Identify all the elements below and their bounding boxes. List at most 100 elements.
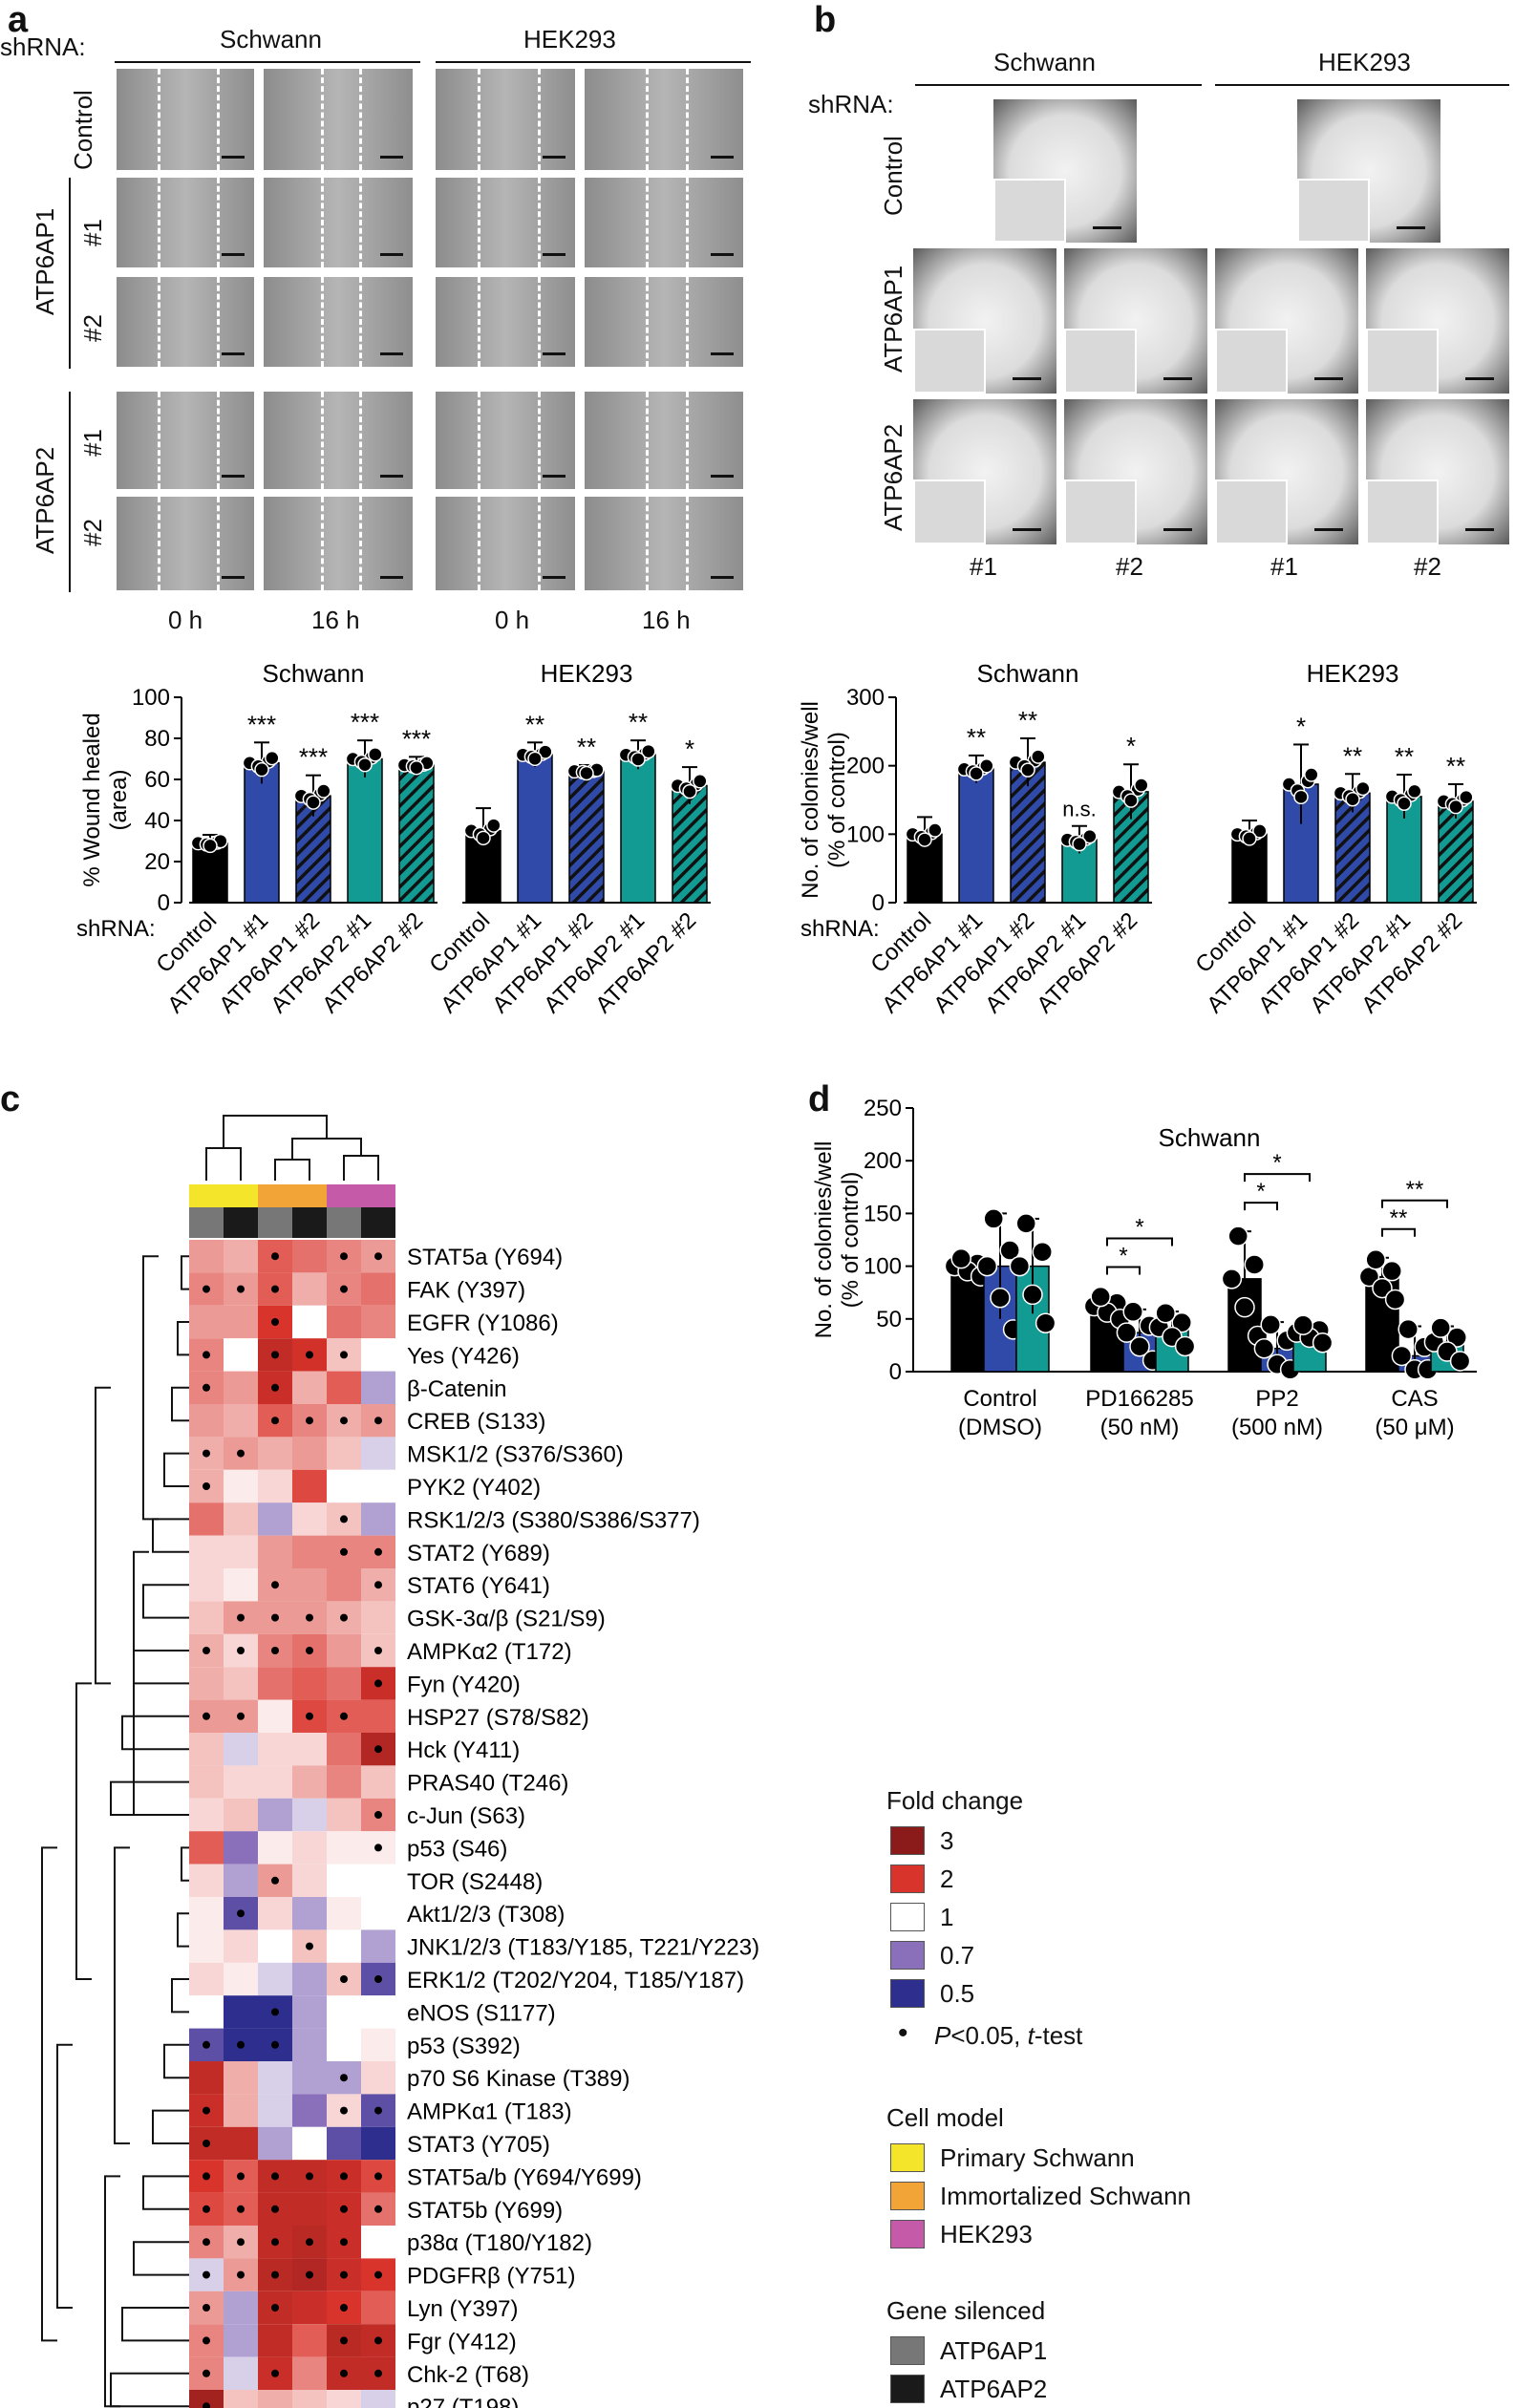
heatmap-row-label: Akt1/2/3 (T308) (407, 1902, 565, 1928)
wound-edge-line (686, 497, 689, 590)
heatmap-row-label: PRAS40 (T246) (407, 1771, 568, 1797)
significance-dot (237, 2040, 245, 2049)
data-point (1234, 1296, 1255, 1318)
panel-b-group-schwann: Schwann (993, 48, 1096, 76)
significance-dot (203, 1647, 210, 1654)
significance-dot (203, 1712, 210, 1720)
panel-b-row-control: Control (879, 136, 907, 216)
heatmap-cell (224, 1305, 258, 1339)
wound-micrograph (117, 178, 254, 267)
data-point (976, 1255, 998, 1277)
heatmap-cell (224, 1995, 258, 2029)
significance-bracket (1106, 1266, 1141, 1275)
group-title: HEK293 (541, 659, 633, 688)
panel-a-row-ap2-2: #2 (78, 519, 107, 546)
x-category-sublabel: (500 nM) (1231, 1415, 1323, 1440)
heatmap-row-label: Yes (Y426) (407, 1343, 520, 1369)
heatmap-cell (258, 2324, 292, 2357)
wound-micrograph (117, 69, 254, 170)
heatmap-cell (361, 1338, 395, 1372)
row-dendrogram-branch (142, 2175, 189, 2210)
significance-dot (271, 1581, 279, 1589)
data-point (630, 752, 646, 767)
panel-a-shrna-label: shRNA: (0, 32, 86, 61)
significance-dot (374, 1647, 382, 1654)
heatmap-cell (361, 2028, 395, 2061)
significance-bracket (1381, 1199, 1448, 1208)
heatmap-cell (189, 1240, 224, 1273)
y-axis-label-line: No. of colonies/well (811, 1141, 837, 1339)
wound-edge-line (478, 392, 480, 489)
scale-bar (380, 475, 403, 478)
wound-edge-line (158, 178, 160, 267)
data-point (1260, 1314, 1281, 1335)
heatmap-cell (327, 1371, 361, 1404)
panel-b-col-1: #1 (970, 552, 997, 581)
heatmap-cell (292, 1272, 327, 1306)
wound-edge-line (158, 497, 160, 590)
heatmap-cell (327, 1897, 361, 1930)
row-dendrogram-branch (121, 1715, 189, 1751)
scale-bar (222, 576, 245, 579)
significance-dot (374, 1252, 382, 1261)
panel-a-group-schwann: Schwann (220, 25, 322, 53)
heatmap-cell (224, 1733, 258, 1766)
data-point (1031, 749, 1046, 764)
significance-bracket (1381, 1227, 1416, 1237)
y-axis-label: No. of colonies/well(% of control) (811, 1141, 864, 1339)
significance-dot (306, 2172, 313, 2181)
significance-dot (203, 2336, 210, 2345)
data-point (1116, 1322, 1138, 1343)
legend-gene-title: Gene silenced (886, 2296, 1046, 2325)
panel-a-row-ap1-2: #2 (78, 314, 107, 342)
bar (620, 754, 656, 904)
significance-dot (237, 1285, 245, 1293)
heatmap-cell (189, 1962, 224, 1996)
wound-edge-line (217, 277, 220, 367)
significance-label: ** (1390, 1205, 1408, 1231)
heatmap-cell (327, 1568, 361, 1602)
wound-micrograph (264, 178, 413, 267)
y-tick-label: 0 (872, 890, 885, 916)
heatmap-row-label: p70 S6 Kinase (T389) (407, 2066, 629, 2092)
wound-edge-line (158, 392, 160, 489)
heatmap-cell (292, 1305, 327, 1339)
wound-edge-line (359, 69, 362, 170)
heatmap-row-label: β-Catenin (407, 1376, 507, 1402)
row-dendrogram-branch (41, 1846, 57, 2342)
heatmap-cell (189, 1667, 224, 1700)
data-point (1372, 1277, 1393, 1299)
heatmap-cell (292, 2356, 327, 2390)
x-category-label: Control (963, 1386, 1036, 1412)
heatmap-row-label: STAT6 (Y641) (407, 1573, 550, 1599)
data-point (979, 758, 994, 774)
wound-edge-line (538, 497, 541, 590)
colony-micrograph (1366, 399, 1509, 544)
row-dendrogram-branch (110, 2372, 189, 2408)
wound-micrograph (117, 392, 254, 489)
data-point (203, 838, 218, 854)
significance-dot (203, 2140, 210, 2147)
data-point (1345, 792, 1360, 807)
wound-edge-line (646, 69, 649, 170)
y-tick-label: 100 (846, 821, 885, 847)
significance-dot (271, 1285, 279, 1293)
significance-label: * (1126, 732, 1136, 760)
x-category-label: PP2 (1255, 1386, 1298, 1412)
heatmap-cell (224, 1469, 258, 1503)
heatmap-cell (224, 1535, 258, 1568)
legend-fold-title: Fold change (886, 1786, 1024, 1815)
wound-edge-line (646, 178, 649, 267)
data-point (265, 750, 280, 766)
row-dendrogram-branch (177, 1912, 189, 1948)
wound-edge-line (686, 69, 689, 170)
data-point (1384, 1289, 1406, 1311)
row-dendrogram-branch (142, 1584, 189, 1619)
y-tick-label: 200 (846, 754, 885, 779)
significance-label: *** (402, 724, 431, 753)
significance-dot (340, 1712, 348, 1720)
significance-dot (340, 1417, 348, 1425)
wound-edge-line (217, 497, 220, 590)
gene-silenced-bar (327, 1207, 361, 1238)
